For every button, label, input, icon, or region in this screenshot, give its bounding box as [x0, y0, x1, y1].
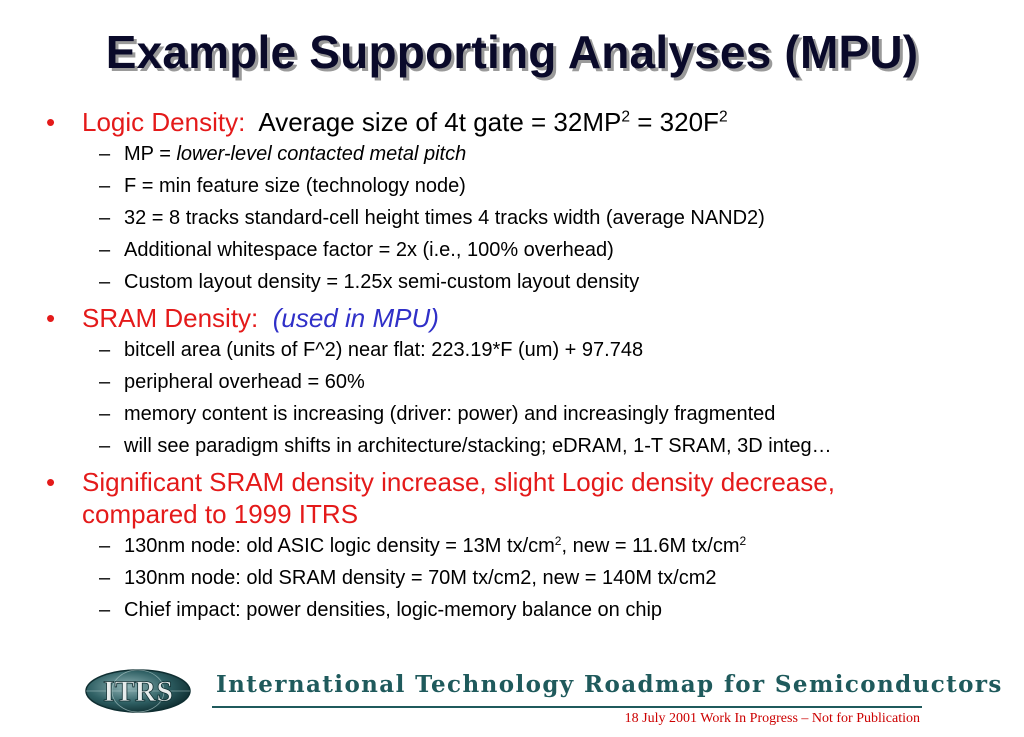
- bullet-logic-density: • Logic Density: Average size of 4t gate…: [46, 106, 1016, 138]
- sub-item: – F = min feature size (technology node): [46, 170, 1016, 202]
- dash-icon: –: [99, 403, 111, 425]
- logic-density-label: Logic Density:: [82, 107, 246, 137]
- dash-icon: –: [99, 143, 111, 165]
- sub-item: – peripheral overhead = 60%: [46, 366, 1016, 398]
- dash-icon: –: [99, 371, 111, 393]
- sub-item-text: Additional whitespace factor = 2x (i.e.,…: [124, 239, 614, 261]
- logo-text: ITRS: [103, 675, 173, 708]
- footer-divider: [212, 706, 922, 708]
- footer-note: 18 July 2001 Work In Progress – Not for …: [624, 711, 920, 726]
- sub-item-part1: 130nm node: old ASIC logic density = 13M…: [124, 535, 555, 557]
- itrs-globe-logo: ITRS: [85, 669, 191, 713]
- bullet-dot-icon: •: [46, 107, 56, 137]
- sub-item: – 130nm node: old SRAM density = 70M tx/…: [46, 562, 1016, 594]
- sub-item-text: will see paradigm shifts in architecture…: [124, 435, 832, 457]
- sub-item-text: 32 = 8 tracks standard-cell height times…: [124, 207, 765, 229]
- bullet-dot-icon: •: [46, 303, 56, 333]
- bullet-density-comparison: • Significant SRAM density increase, sli…: [46, 466, 932, 530]
- sub-item-sup2: 2: [739, 533, 747, 548]
- sub-item: – Additional whitespace factor = 2x (i.e…: [46, 234, 1016, 266]
- sub-item: – MP = lower-level contacted metal pitch: [46, 138, 1016, 170]
- sub-item: – Chief impact: power densities, logic-m…: [46, 594, 1016, 626]
- slide-title: Example Supporting Analyses (MPU): [105, 26, 919, 78]
- dash-icon: –: [99, 271, 111, 293]
- bullet-sram-density: • SRAM Density: (used in MPU): [46, 302, 1016, 334]
- sram-density-note: (used in MPU): [272, 303, 439, 333]
- sub-item-text: Custom layout density = 1.25x semi-custo…: [124, 271, 640, 293]
- sub-item: – 32 = 8 tracks standard-cell height tim…: [46, 202, 1016, 234]
- density-comparison-label: Significant SRAM density increase, sligh…: [82, 467, 835, 529]
- sub-item-text: Chief impact: power densities, logic-mem…: [124, 599, 663, 621]
- sub-item-sup1: 2: [554, 533, 562, 548]
- logic-density-sup2: 2: [718, 108, 728, 126]
- sub-item-text: F = min feature size (technology node): [124, 175, 466, 197]
- sram-density-label: SRAM Density:: [82, 303, 259, 333]
- dash-icon: –: [99, 599, 111, 621]
- slide-body: • Logic Density: Average size of 4t gate…: [46, 102, 1016, 626]
- sub-item: – 130nm node: old ASIC logic density = 1…: [46, 530, 1016, 562]
- dash-icon: –: [99, 567, 111, 589]
- sub-item-text: peripheral overhead = 60%: [124, 371, 365, 393]
- logic-density-text-mid: = 320F: [630, 107, 719, 137]
- sub-item-part2: , new = 11.6M tx/cm: [561, 535, 740, 557]
- sub-item: – memory content is increasing (driver: …: [46, 398, 1016, 430]
- bullet-dot-icon: •: [46, 467, 56, 497]
- dash-icon: –: [99, 339, 111, 361]
- dash-icon: –: [99, 207, 111, 229]
- sub-item-italic: lower-level contacted metal pitch: [176, 143, 467, 165]
- sub-item-text: memory content is increasing (driver: po…: [124, 403, 776, 425]
- logic-density-text: Average size of 4t gate = 32MP: [258, 107, 622, 137]
- logic-density-sup1: 2: [621, 108, 631, 126]
- sub-item-text: bitcell area (units of F^2) near flat: 2…: [124, 339, 644, 361]
- dash-icon: –: [99, 535, 111, 557]
- dash-icon: –: [99, 239, 111, 261]
- sub-item-prefix: MP =: [124, 143, 177, 165]
- dash-icon: –: [99, 435, 111, 457]
- sub-item: – bitcell area (units of F^2) near flat:…: [46, 334, 1016, 366]
- organization-name: International Technology Roadmap for Sem…: [216, 671, 1003, 698]
- sub-item: – will see paradigm shifts in architectu…: [46, 430, 1016, 462]
- dash-icon: –: [99, 175, 111, 197]
- sub-item-text: 130nm node: old SRAM density = 70M tx/cm…: [124, 567, 717, 589]
- sub-item: – Custom layout density = 1.25x semi-cus…: [46, 266, 1016, 298]
